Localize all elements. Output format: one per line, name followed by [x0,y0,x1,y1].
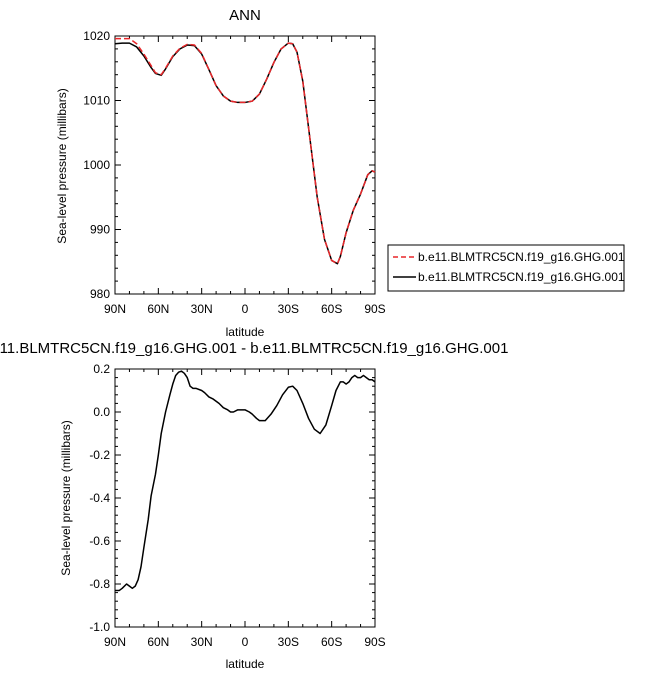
plot-frame [114,35,376,295]
x-tick-label: 90N [104,302,126,316]
y-tick-label: 1020 [83,29,110,43]
y-tick-label: -0.4 [89,491,110,505]
x-tick-label: 30N [191,635,213,649]
bottom-chart-title: 11.BLMTRC5CN.f19_g16.GHG.001 - b.e11.BLM… [0,340,508,357]
legend-frame [387,244,625,292]
x-tick-label: 0 [242,635,249,649]
y-tick-label: 0.0 [93,405,110,419]
bottom-x-axis-label: latitude [226,657,265,671]
x-tick-label: 90N [104,635,126,649]
top-y-axis-label: Sea-level pressure (millibars) [55,88,69,243]
x-tick-label: 60S [321,302,342,316]
legend-entry-1: b.e11.BLMTRC5CN.f19_g16.GHG.001 [418,250,625,264]
plot-frame [114,368,376,628]
x-tick-label: 30S [278,302,299,316]
x-tick-label: 90S [364,635,385,649]
y-tick-label: -0.6 [89,534,110,548]
top-panel: ANN 90N 60N 30N 0 30S 60S 90S 980 990 1000 1010 102… [55,7,625,339]
legend-entry-2: b.e11.BLMTRC5CN.f19_g16.GHG.001 [418,270,625,284]
y-tick-label: 990 [90,223,110,237]
x-tick-label: 90S [364,302,385,316]
y-tick-label: 0.2 [93,362,110,376]
top-x-axis-label: latitude [226,325,265,339]
y-tick-label: -0.2 [89,448,110,462]
top-plot-area: 90N 60N 30N 0 30S 60S 90S 980 990 1000 1010 1020 [83,29,385,316]
y-tick-label: 980 [90,287,110,301]
top-chart-title: ANN [229,7,261,24]
x-tick-label: 30S [278,635,299,649]
y-tick-label: -1.0 [89,620,110,634]
y-tick-label: -0.8 [89,577,110,591]
y-tick-label: 1010 [83,94,110,108]
series-line-1 [115,370,376,592]
bottom-panel: 11.BLMTRC5CN.f19_g16.GHG.001 - b.e11.BLM… [0,340,508,671]
x-tick-label: 0 [242,302,249,316]
top-legend: b.e11.BLMTRC5CN.f19_g16.GHG.001 b.e11.BL… [387,244,625,292]
x-tick-label: 60N [147,635,169,649]
bottom-y-axis-label: Sea-level pressure (millibars) [59,420,73,575]
x-tick-label: 60S [321,635,342,649]
series-line-1 [115,37,376,265]
x-tick-label: 30N [191,302,213,316]
y-tick-label: 1000 [83,158,110,172]
series-line-2 [114,42,376,265]
x-tick-label: 60N [147,302,169,316]
bottom-plot-area: 90N 60N 30N 0 30S 60S 90S -1.0 -0.8 -0.6 -0.4 -0.2 0… [89,362,385,649]
